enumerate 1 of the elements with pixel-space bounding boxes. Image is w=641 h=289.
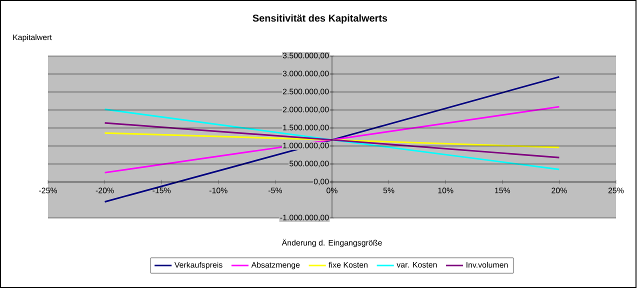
chart-title: Sensitivität des Kapitalwerts xyxy=(252,14,388,24)
